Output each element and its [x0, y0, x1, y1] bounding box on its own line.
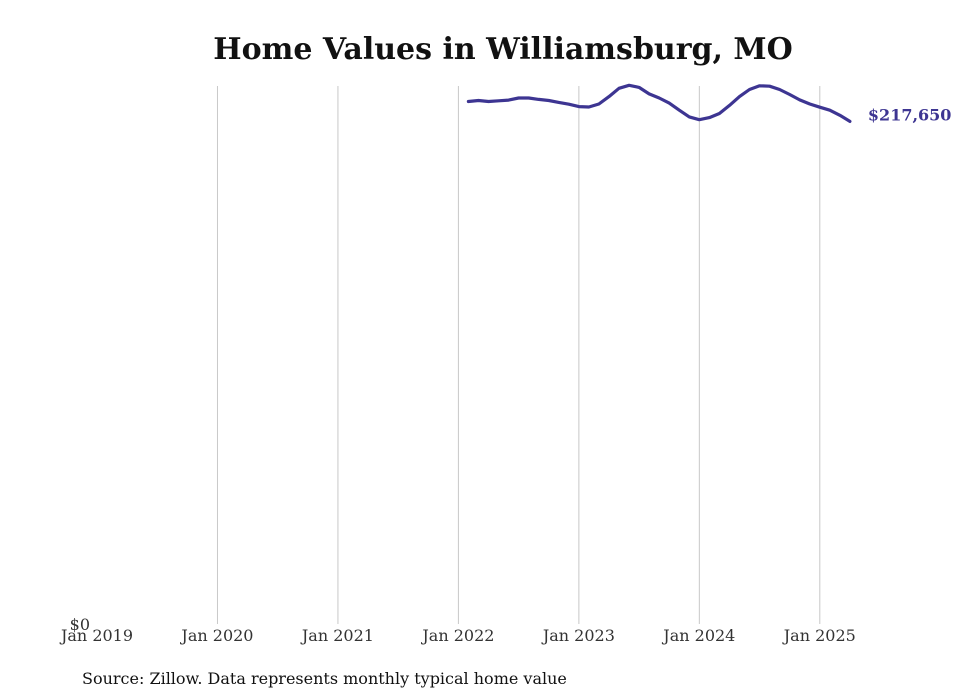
- chart-title: Home Values in Williamsburg, MO: [213, 32, 793, 67]
- series-line: [466, 83, 852, 123]
- x-tick-label: Jan 2022: [420, 626, 494, 645]
- series-layer: [466, 83, 852, 123]
- x-tick-label: Jan 2023: [541, 626, 615, 645]
- y-tick-label: $0: [70, 615, 90, 634]
- x-tick-label: Jan 2021: [300, 626, 374, 645]
- y-axis-tick-labels: $0: [70, 615, 90, 634]
- end-value-label: $217,650: [868, 105, 952, 124]
- end-labels: $217,650: [868, 105, 952, 124]
- source-note: Source: Zillow. Data represents monthly …: [82, 669, 567, 688]
- vertical-gridlines: [216, 86, 821, 624]
- x-tick-label: Jan 2019: [59, 626, 133, 645]
- x-tick-label: Jan 2025: [782, 626, 856, 645]
- x-axis-tick-labels: Jan 2019 Jan 2020 Jan 2021 Jan 2022 Jan 2023…: [59, 626, 856, 645]
- x-tick-label: Jan 2020: [179, 626, 253, 645]
- x-tick-label: Jan 2024: [661, 626, 735, 645]
